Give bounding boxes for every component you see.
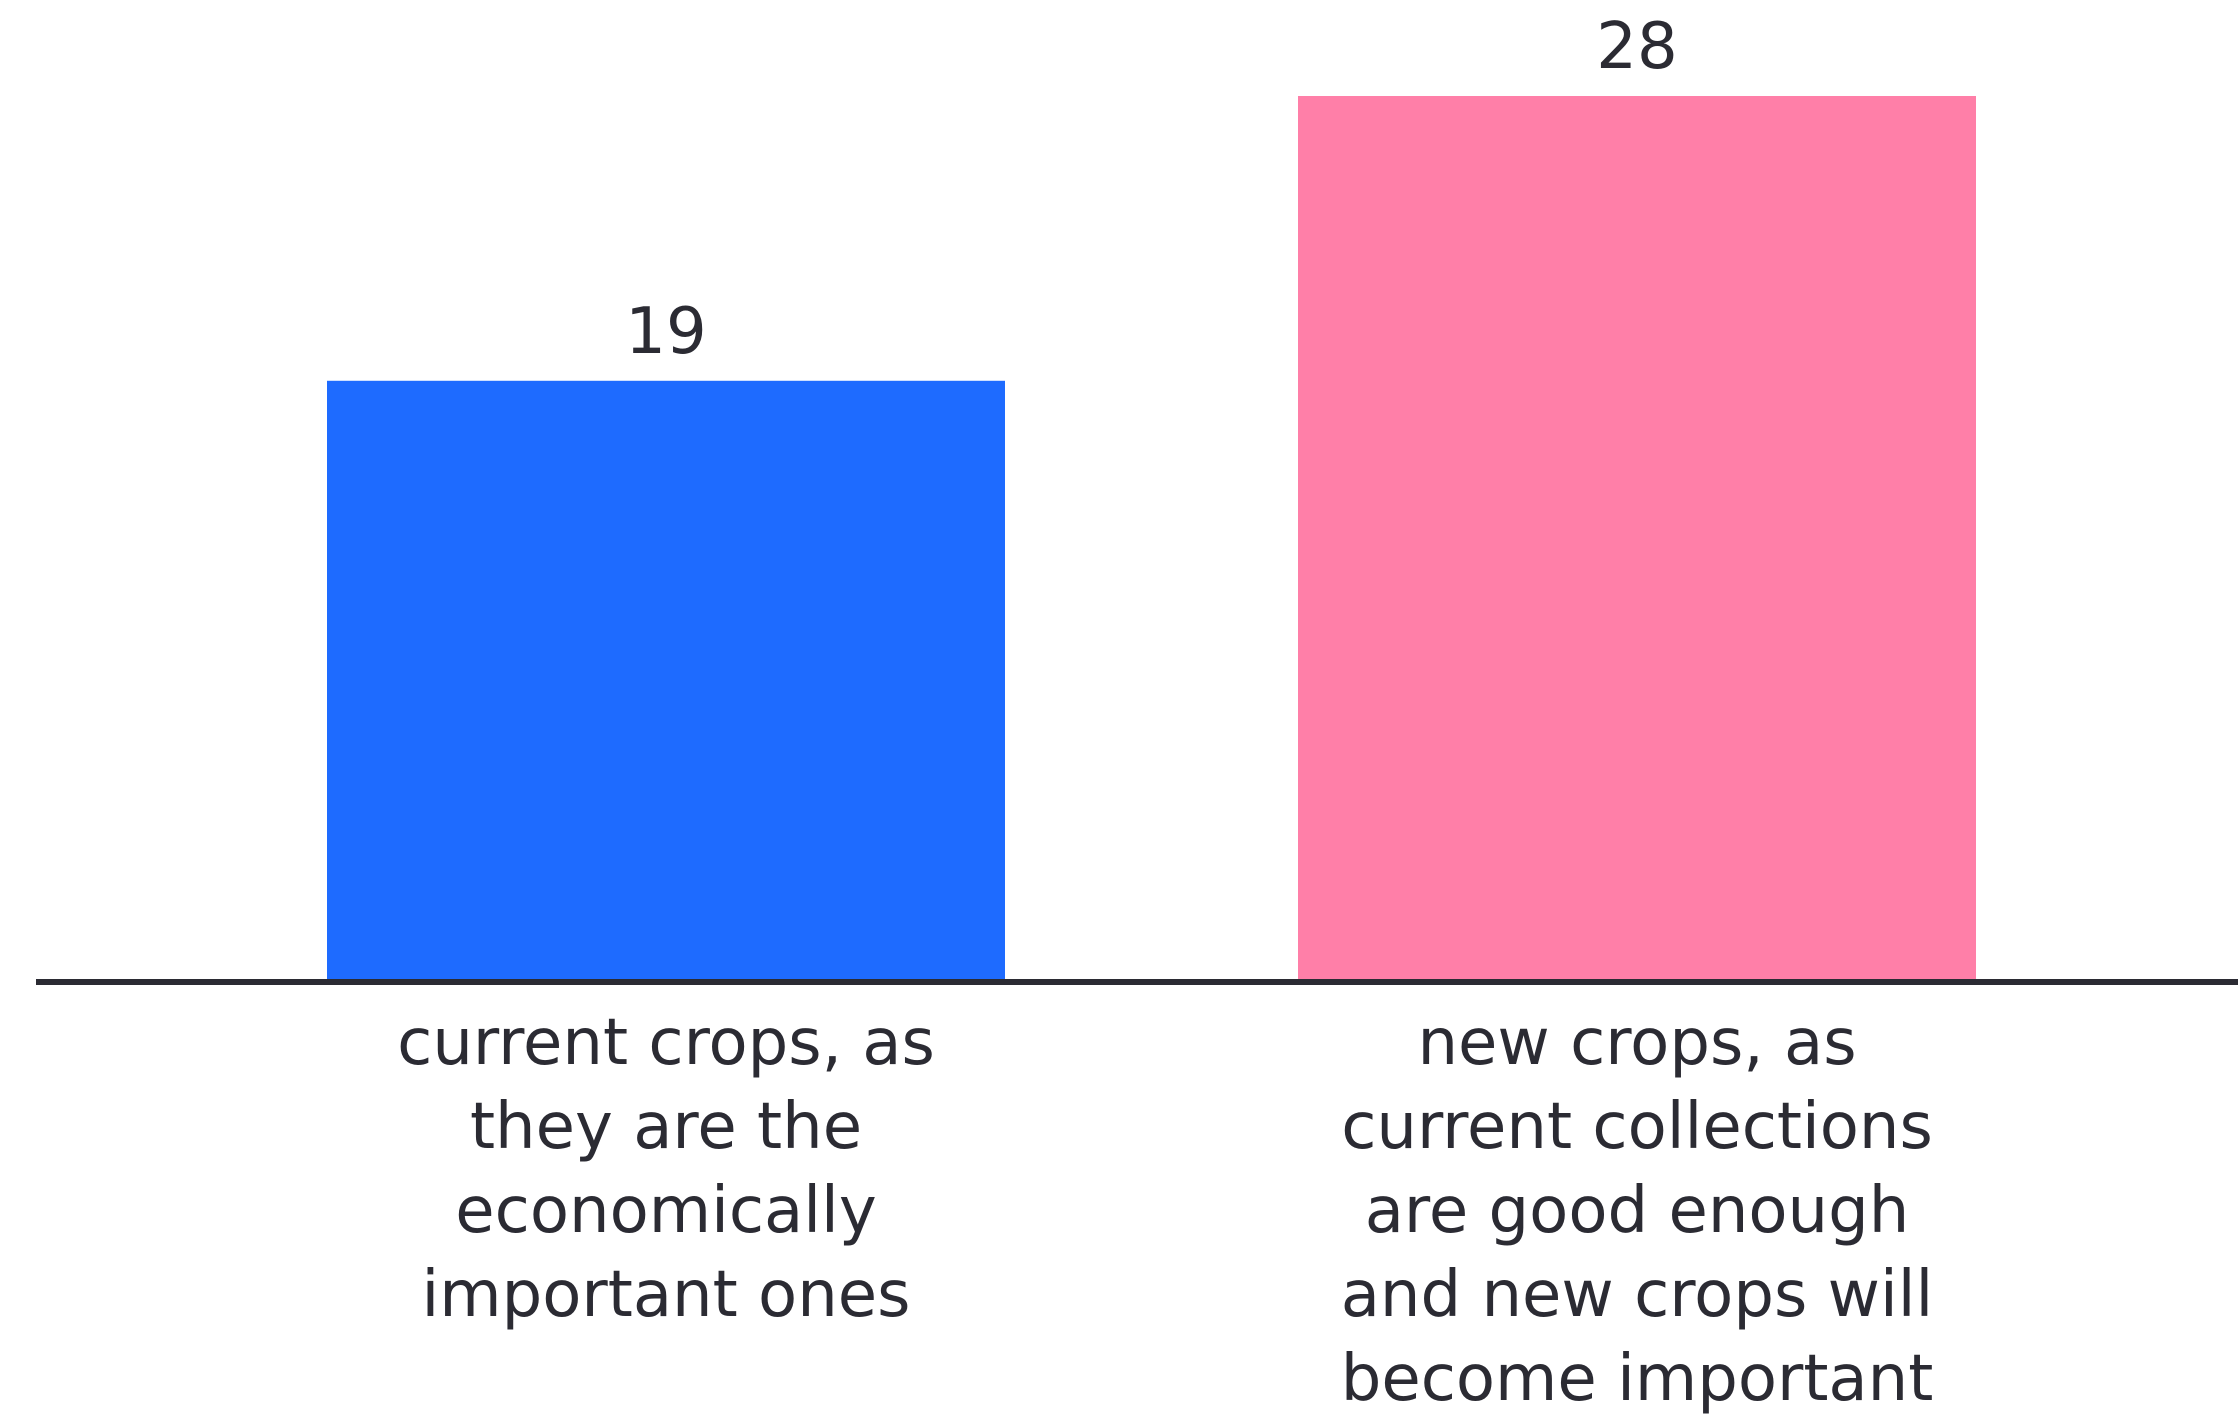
category-label-1: new crops, as current collections are good…: [1341, 1006, 1934, 1416]
bars-group: [327, 96, 1976, 982]
value-label-0: 19: [625, 295, 706, 369]
value-label-1: 28: [1596, 10, 1677, 84]
category-label-line: become important: [1341, 1342, 1934, 1416]
category-label-line: are good enough: [1365, 1174, 1910, 1248]
bar-1: [1298, 96, 1976, 982]
category-label-line: current crops, as: [397, 1006, 935, 1080]
category-label-line: and new crops will: [1341, 1258, 1934, 1332]
bar-0: [327, 380, 1005, 982]
category-label-line: they are the: [470, 1090, 862, 1164]
category-label-0: current crops, as they are the economicall…: [397, 1006, 935, 1332]
category-label-line: economically: [455, 1174, 876, 1248]
category-labels-group: current crops, as they are the economicall…: [397, 1006, 1933, 1416]
category-label-line: important ones: [422, 1258, 911, 1332]
category-label-line: current collections: [1341, 1090, 1933, 1164]
category-label-line: new crops, as: [1417, 1006, 1856, 1080]
